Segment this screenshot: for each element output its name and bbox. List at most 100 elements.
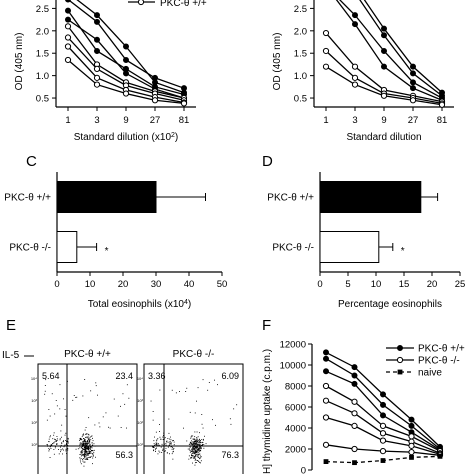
facs-event (196, 437, 198, 439)
facs-event (88, 433, 89, 435)
facs-event (191, 445, 193, 446)
facs-event (50, 444, 52, 446)
facs-event (198, 447, 200, 449)
facs-event (191, 448, 193, 449)
facs-event (85, 442, 87, 444)
facs-event (173, 440, 174, 441)
panel-label-f: F (262, 317, 271, 334)
facs-event (170, 443, 172, 444)
facs-event (153, 450, 154, 452)
facs-event (48, 448, 50, 450)
facs-event (199, 447, 201, 449)
facs-event (157, 438, 159, 440)
quadrant-top-left: 3.36 (148, 371, 166, 381)
data-point (408, 442, 415, 449)
category-label: PKC-θ -/- (272, 243, 314, 254)
y-tick-label: 2.5 (36, 4, 49, 15)
facs-event (79, 438, 81, 440)
data-point (379, 430, 387, 437)
facs-event (200, 447, 202, 449)
facs-event (189, 441, 191, 443)
facs-event (88, 449, 89, 450)
facs-event (87, 457, 88, 459)
facs-event (175, 392, 177, 394)
quadrant-bottom-right: 76.3 (221, 450, 239, 460)
facs-event (59, 384, 61, 386)
facs-event (193, 448, 195, 449)
facs-event (84, 451, 86, 453)
facs-event (186, 387, 188, 389)
facs-event (50, 435, 51, 437)
facs-event (155, 442, 157, 444)
facs-event (81, 446, 82, 448)
facs-event (86, 444, 88, 446)
facs-events (44, 378, 130, 467)
data-point (351, 74, 359, 81)
facs-event (87, 448, 89, 449)
data-point (323, 459, 329, 464)
facs-event (200, 441, 202, 443)
facs-tick-label: 10¹ (31, 442, 37, 447)
x-tick-label: 20 (427, 279, 438, 290)
facs-event (199, 453, 201, 455)
facs-event (86, 459, 88, 460)
data-point (379, 412, 386, 419)
category-label: PKC-θ +/+ (4, 193, 51, 204)
facs-event (56, 436, 58, 437)
facs-event (63, 440, 64, 442)
facs-event (196, 440, 198, 442)
data-point (380, 47, 387, 54)
category-label: PKC-θ -/- (9, 243, 51, 254)
facs-event (85, 451, 86, 452)
facs-event (60, 444, 62, 446)
facs-event (53, 434, 55, 436)
facs-event (92, 450, 93, 451)
facs-event (195, 446, 197, 448)
y-tick-label: 1.0 (294, 71, 307, 82)
facs-event (66, 440, 67, 442)
facs-event (158, 450, 160, 452)
facs-event (193, 446, 194, 448)
facs-event (194, 440, 196, 441)
facs-plot-title: PKC-θ +/+ (64, 349, 111, 360)
x-axis-label: Standard dilution (x102) (74, 132, 179, 144)
x-tick-label: 81 (179, 115, 190, 126)
facs-event (82, 448, 83, 449)
facs-event (83, 438, 84, 440)
facs-event (202, 441, 203, 443)
facs-event (87, 451, 89, 452)
data-point (352, 460, 357, 466)
facs-event (158, 443, 159, 445)
facs-event (62, 453, 63, 455)
data-point (65, 0, 71, 3)
facs-event (86, 446, 88, 448)
facs-event (55, 440, 57, 441)
facs-event (66, 442, 68, 444)
facs-event (88, 452, 90, 454)
facs-event (196, 445, 198, 447)
facs-event (79, 442, 81, 444)
data-point (409, 63, 416, 70)
facs-event (83, 443, 85, 445)
facs-event (48, 438, 50, 440)
facs-event (93, 452, 95, 454)
facs-event (170, 439, 172, 441)
facs-event (83, 451, 85, 453)
facs-event (197, 450, 198, 452)
facs-event (91, 450, 92, 452)
facs-event (60, 430, 62, 432)
facs-event (89, 439, 90, 441)
x-tick-label: 40 (184, 279, 195, 290)
facs-event (199, 438, 200, 440)
facs-event (194, 456, 196, 458)
facs-event (196, 445, 198, 447)
facs-event (79, 454, 81, 455)
facs-event (87, 447, 89, 449)
facs-event (89, 438, 91, 440)
facs-event (92, 457, 94, 459)
facs-event (80, 439, 82, 440)
facs-event (63, 449, 64, 451)
y-axis-label: OD (405 nm) (272, 33, 283, 91)
facs-event (197, 450, 199, 451)
facs-event (85, 456, 87, 458)
